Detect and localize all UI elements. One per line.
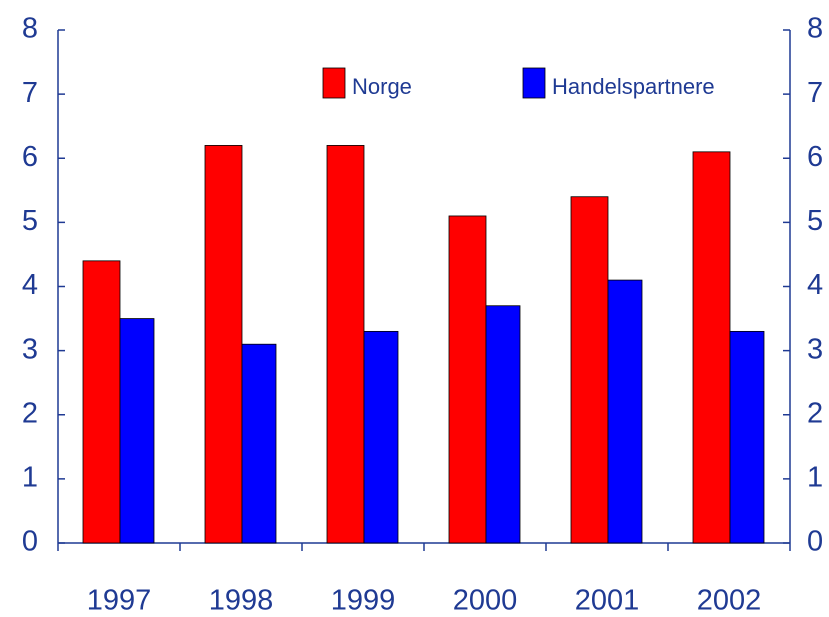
bar [729, 330, 765, 544]
x-tick-label: 2000 [453, 585, 518, 617]
y-tick-label: 3 [22, 333, 38, 365]
y-tick-label: 5 [22, 205, 38, 237]
y-tick-label: 7 [22, 77, 38, 109]
bar [241, 343, 277, 544]
x-tick-label: 1997 [87, 585, 152, 617]
y2-tick-label: 0 [807, 526, 823, 558]
bar [448, 215, 487, 544]
x-tick-label: 1998 [209, 585, 274, 617]
bar [204, 145, 243, 544]
y2-tick-label: 4 [807, 269, 823, 301]
y-tick-label: 2 [22, 397, 38, 429]
y2-tick-label: 8 [807, 13, 823, 45]
y2-tick-label: 7 [807, 77, 823, 109]
y2-tick-label: 1 [807, 462, 823, 494]
y-tick-label: 4 [22, 269, 38, 301]
y2-tick-label: 3 [807, 333, 823, 365]
x-tick-label: 1999 [331, 585, 396, 617]
legend-swatch [522, 67, 546, 99]
y-tick-label: 8 [22, 13, 38, 45]
y2-tick-label: 5 [807, 205, 823, 237]
x-tick-label: 2001 [575, 585, 640, 617]
y-tick-label: 0 [22, 526, 38, 558]
bar [570, 196, 609, 544]
legend-label: Handelspartnere [552, 74, 715, 99]
y2-tick-label: 6 [807, 141, 823, 173]
bar [82, 260, 121, 544]
bar [485, 305, 521, 544]
bar [607, 279, 643, 544]
x-tick-label: 2002 [697, 585, 762, 617]
bar [363, 330, 399, 544]
bar [326, 145, 365, 544]
legend-label: Norge [352, 74, 412, 99]
y-tick-label: 6 [22, 141, 38, 173]
bar [692, 151, 731, 544]
y2-tick-label: 2 [807, 397, 823, 429]
legend-swatch [322, 67, 346, 99]
y-tick-label: 1 [22, 462, 38, 494]
bar [119, 318, 155, 544]
